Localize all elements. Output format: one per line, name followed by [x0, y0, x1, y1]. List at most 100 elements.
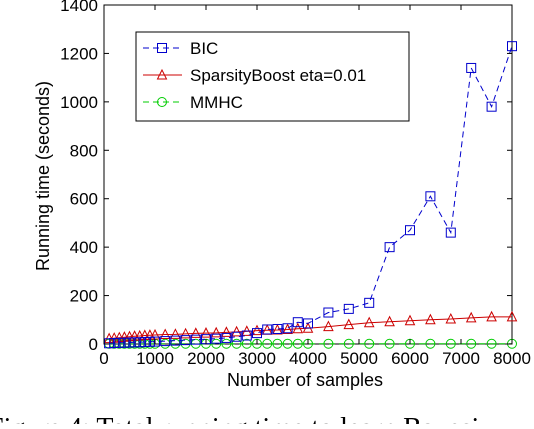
data-point: [384, 315, 395, 327]
series-layer: [103, 41, 518, 349]
legend-entry: MMHC: [143, 93, 243, 112]
data-point: [160, 336, 171, 347]
x-tick-label: 3000: [238, 349, 276, 368]
data-point: [134, 337, 145, 348]
data-point: [252, 328, 262, 339]
data-point: [425, 338, 436, 349]
data-point: [465, 311, 477, 323]
data-point: [114, 337, 125, 348]
data-point: [486, 310, 497, 322]
data-point: [211, 333, 222, 344]
data-point: [384, 242, 395, 253]
data-point: [139, 337, 150, 348]
y-axis-title: Running time (seconds): [33, 81, 53, 271]
data-point: [343, 338, 354, 349]
data-point: [507, 41, 517, 52]
data-point: [323, 338, 334, 349]
series-line: [109, 46, 513, 344]
legend-marker: [157, 43, 167, 53]
data-point: [445, 312, 457, 324]
data-point: [364, 297, 375, 308]
data-point: [210, 326, 222, 338]
data-point: [323, 307, 334, 318]
legend-label: MMHC: [190, 93, 243, 112]
data-point: [241, 338, 252, 349]
data-point: [231, 331, 242, 342]
data-point: [150, 336, 160, 347]
data-point: [190, 334, 201, 345]
data-point: [119, 337, 130, 348]
axes-layer: 0 1000 2000 3000 4000 5000 6000 7000 8000 0 200 400…: [60, 0, 531, 368]
data-point: [170, 335, 181, 346]
x-tick-label: 4000: [289, 349, 327, 368]
data-point: [343, 318, 355, 330]
legend-marker: [156, 68, 168, 80]
y-tick-label: 400: [70, 238, 98, 257]
data-point: [486, 338, 497, 349]
legend-entry: SparsityBoost eta=0.01: [143, 66, 366, 85]
data-point: [364, 338, 375, 349]
figure-caption: Figure 4: Total running time to learn Ba…: [0, 413, 480, 424]
data-point: [272, 323, 283, 334]
data-point: [262, 338, 273, 349]
x-tick-label: 8000: [493, 349, 531, 368]
x-tick-label: 5000: [340, 349, 378, 368]
data-point: [405, 225, 415, 236]
y-tick-label: 1400: [60, 0, 98, 15]
data-point: [190, 327, 202, 338]
data-point: [466, 62, 477, 73]
data-point: [282, 323, 293, 334]
data-point: [211, 338, 222, 349]
data-point: [445, 227, 456, 238]
data-point: [292, 322, 304, 334]
y-tick-label: 1200: [60, 44, 98, 63]
legend-marker: [157, 97, 167, 107]
data-point: [251, 324, 263, 336]
y-tick-label: 200: [70, 287, 98, 306]
data-point: [292, 338, 303, 349]
data-point: [425, 191, 436, 202]
data-point: [221, 326, 232, 337]
y-tick-label: 1000: [60, 93, 98, 112]
legend-entry: BIC: [143, 39, 218, 58]
x-tick-label: 0: [99, 349, 108, 368]
data-point: [404, 314, 416, 326]
data-point: [124, 337, 135, 348]
data-point: [180, 335, 191, 346]
data-point: [363, 316, 375, 328]
y-tick-label: 0: [89, 335, 98, 354]
data-point: [282, 323, 293, 334]
data-point: [425, 313, 436, 325]
data-point: [180, 327, 191, 339]
x-axis-title: Number of samples: [227, 370, 383, 390]
data-point: [292, 317, 303, 328]
data-point: [170, 328, 181, 339]
legend-label: BIC: [190, 39, 218, 58]
y-tick-label: 800: [70, 141, 98, 160]
x-tick-label: 1000: [136, 349, 174, 368]
data-point: [104, 338, 115, 349]
series-square: [104, 41, 517, 349]
legend-box: [135, 31, 410, 122]
data-point: [445, 338, 456, 349]
data-point: [221, 332, 232, 343]
data-point: [129, 337, 140, 348]
data-point: [282, 338, 293, 349]
data-point: [272, 338, 283, 349]
data-point: [200, 326, 212, 338]
data-point: [506, 310, 518, 322]
data-point: [159, 328, 171, 340]
x-tick-label: 7000: [442, 349, 480, 368]
x-tick-label: 6000: [391, 349, 429, 368]
data-point: [231, 325, 242, 337]
data-point: [384, 338, 395, 349]
data-point: [241, 330, 252, 341]
data-point: [231, 338, 242, 349]
y-tick-label: 600: [70, 190, 98, 209]
data-point: [343, 303, 354, 314]
legend: BIC SparsityBoost eta=0.01 MMHC: [135, 31, 410, 122]
x-tick-label: 2000: [187, 349, 225, 368]
data-point: [323, 320, 334, 332]
